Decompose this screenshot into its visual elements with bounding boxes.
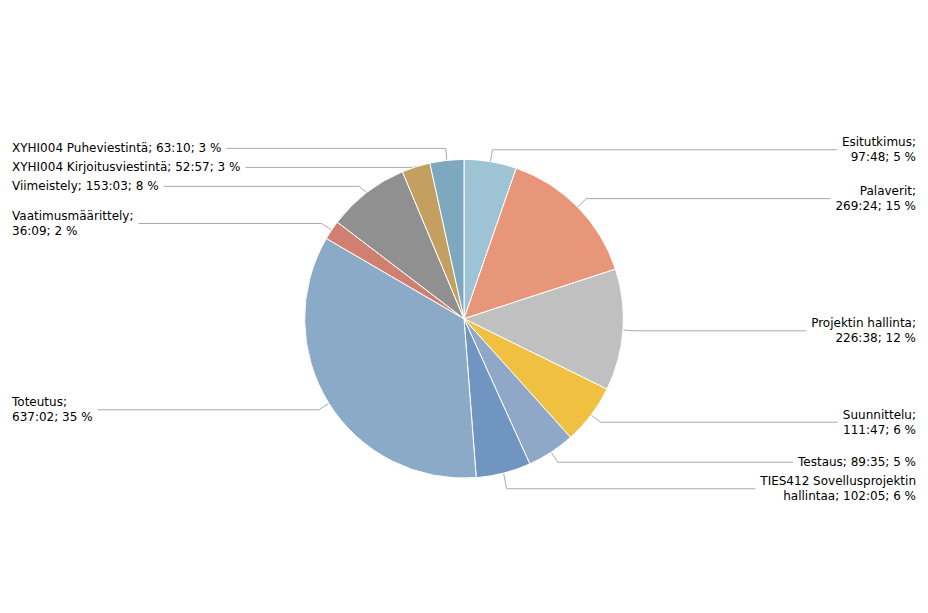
svg-text:Esitutkimus;: Esitutkimus; bbox=[842, 135, 916, 149]
svg-text:hallintaa; 102:05; 6 %: hallintaa; 102:05; 6 % bbox=[783, 489, 916, 503]
svg-text:637:02; 35 %: 637:02; 35 % bbox=[12, 410, 93, 424]
svg-text:Suunnittelu;: Suunnittelu; bbox=[843, 408, 916, 422]
svg-text:Palaverit;: Palaverit; bbox=[860, 184, 916, 198]
svg-text:Vaatimusmäärittely;: Vaatimusmäärittely; bbox=[12, 209, 134, 223]
svg-text:36:09; 2 %: 36:09; 2 % bbox=[12, 224, 77, 238]
svg-text:TIES412 Sovellusprojektin: TIES412 Sovellusprojektin bbox=[759, 474, 916, 488]
svg-text:226:38; 12 %: 226:38; 12 % bbox=[835, 331, 916, 345]
svg-text:XYHI004 Kirjoitusviestintä; 52: XYHI004 Kirjoitusviestintä; 52:57; 3 % bbox=[12, 160, 240, 174]
svg-text:111:47; 6 %: 111:47; 6 % bbox=[843, 423, 916, 437]
svg-text:Testaus; 89:35; 5 %: Testaus; 89:35; 5 % bbox=[797, 455, 916, 469]
svg-text:Projektin hallinta;: Projektin hallinta; bbox=[811, 316, 916, 330]
svg-text:Toteutus;: Toteutus; bbox=[11, 395, 67, 409]
svg-text:XYHI004 Puheviestintä; 63:10;: XYHI004 Puheviestintä; 63:10; 3 % bbox=[12, 141, 221, 155]
svg-text:Viimeistely; 153:03; 8 %: Viimeistely; 153:03; 8 % bbox=[12, 179, 159, 193]
svg-text:269:24; 15 %: 269:24; 15 % bbox=[835, 199, 916, 213]
svg-text:97:48; 5 %: 97:48; 5 % bbox=[851, 150, 916, 164]
